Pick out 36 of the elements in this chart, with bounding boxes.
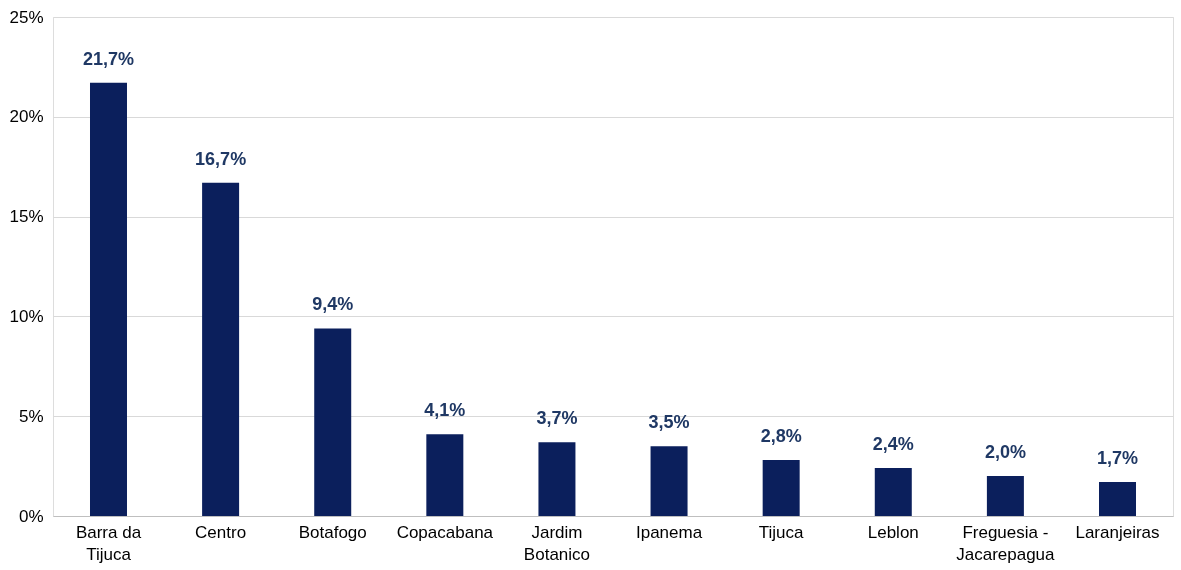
y-tick-label: 5% (18, 406, 44, 426)
x-tick-label: Laranjeiras (1075, 522, 1160, 542)
bar (1099, 482, 1136, 516)
data-label: 2,8% (760, 426, 802, 447)
x-tick-label: Centro (195, 522, 247, 542)
data-label: 2,4% (872, 434, 914, 455)
x-tick-label: Jardim Botanico (523, 522, 591, 564)
data-label: 16,7% (195, 148, 247, 169)
bar (874, 468, 912, 516)
data-label: 21,7% (82, 48, 135, 69)
x-tick-label: Botafogo (298, 522, 367, 542)
x-tick-label: Leblon (867, 522, 919, 542)
y-tick-label: 10% (9, 306, 44, 326)
y-tick-label: 15% (9, 207, 44, 227)
bar (538, 442, 576, 516)
data-label: 2,0% (984, 442, 1026, 463)
data-label: 4,1% (424, 400, 466, 421)
bar (90, 82, 127, 516)
data-label: 1,7% (1096, 448, 1139, 469)
data-label: 3,7% (536, 408, 578, 429)
bar (314, 328, 352, 516)
x-tick-label: Copacabana (396, 522, 494, 542)
x-tick-label: Freguesia - Jacarepagua (956, 522, 1056, 564)
x-tick-label: Barra da Tijuca (75, 522, 142, 564)
data-label: 3,5% (648, 412, 690, 433)
bar (426, 434, 464, 516)
x-tick-label: Tijuca (758, 522, 805, 542)
bar (762, 460, 800, 516)
y-tick-label: 0% (18, 506, 44, 526)
y-tick-label: 25% (9, 7, 44, 27)
bar (202, 182, 240, 516)
bar (986, 476, 1024, 516)
bar (650, 446, 688, 516)
y-tick-label: 20% (9, 107, 44, 127)
x-tick-label: Ipanema (635, 522, 703, 542)
data-label: 9,4% (312, 294, 354, 315)
